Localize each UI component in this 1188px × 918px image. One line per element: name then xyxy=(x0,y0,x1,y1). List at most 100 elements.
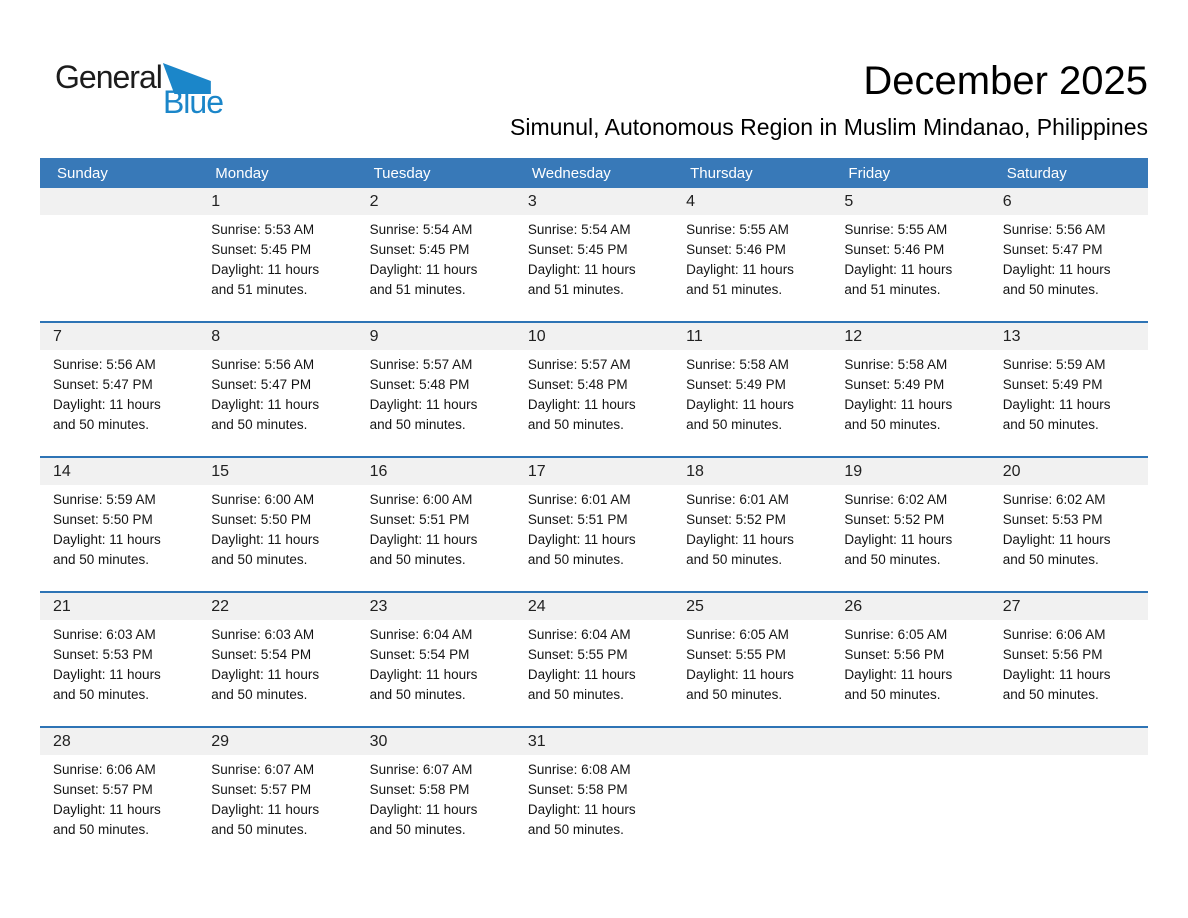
day-cell-18: Sunrise: 6:01 AM Sunset: 5:52 PM Daylight:… xyxy=(673,485,831,570)
day-cell-16: Sunrise: 6:00 AM Sunset: 5:51 PM Daylight:… xyxy=(357,485,515,570)
week-content: Sunrise: 5:53 AM Sunset: 5:45 PM Daylight:… xyxy=(40,215,1148,300)
daylight-text: Daylight: 11 hours and 50 minutes. xyxy=(1002,532,1111,567)
sunset-text: Sunset: 5:53 PM xyxy=(1002,512,1103,527)
sunrise-text: Sunrise: 5:59 AM xyxy=(53,492,156,507)
week-row-5: 28 29 30 31 Sunrise: 6:06 AM Sunset: 5:57 PM D… xyxy=(40,726,1148,861)
day-cell-19: Sunrise: 6:02 AM Sunset: 5:52 PM Daylight:… xyxy=(831,485,989,570)
sunset-text: Sunset: 5:51 PM xyxy=(527,512,628,527)
sunset-text: Sunset: 5:52 PM xyxy=(686,512,786,527)
sunrise-text: Sunrise: 6:01 AM xyxy=(686,492,789,507)
calendar-weeks: 1 2 3 4 5 6 Sunrise: 5:53 AM Sunset: 5:45 PM Day… xyxy=(40,188,1148,861)
sunset-text: Sunset: 5:55 PM xyxy=(527,647,628,662)
day-cell-empty xyxy=(673,755,831,840)
daylight-text: Daylight: 11 hours and 51 minutes. xyxy=(527,262,636,297)
day-number-7: 7 xyxy=(53,327,62,345)
week-row-3: 14 15 16 17 18 19 20 Sunrise: 5:59 AM Sunset: 5:… xyxy=(40,456,1148,591)
day-number-29: 29 xyxy=(211,732,230,750)
daylight-text: Daylight: 11 hours and 50 minutes. xyxy=(211,397,320,432)
sunset-text: Sunset: 5:56 PM xyxy=(844,647,945,662)
sunrise-text: Sunrise: 6:02 AM xyxy=(1002,492,1106,507)
general-blue-logo: General Blue xyxy=(55,60,225,119)
week-row-4: 21 22 23 24 25 26 27 Sunrise: 6:03 AM Sunset: 5:… xyxy=(40,591,1148,726)
sunset-text: Sunset: 5:46 PM xyxy=(686,242,786,257)
day-number-28: 28 xyxy=(53,732,71,750)
sunset-text: Sunset: 5:45 PM xyxy=(527,242,628,257)
day-number-27: 27 xyxy=(1002,597,1021,615)
sunrise-text: Sunrise: 6:08 AM xyxy=(527,762,631,777)
day-number-17: 17 xyxy=(527,462,546,480)
daylight-text: Daylight: 11 hours and 50 minutes. xyxy=(211,802,320,837)
daylight-text: Daylight: 11 hours and 51 minutes. xyxy=(844,262,953,297)
day-number-30: 30 xyxy=(369,732,388,750)
weekday-header-monday: Monday xyxy=(215,164,269,182)
day-cell-2: Sunrise: 5:54 AM Sunset: 5:45 PM Daylight:… xyxy=(357,215,515,300)
sunrise-text: Sunrise: 5:58 AM xyxy=(686,357,789,372)
page-title: December 2025 xyxy=(863,59,1148,103)
sunrise-text: Sunrise: 6:05 AM xyxy=(686,627,789,642)
day-cell-29: Sunrise: 6:07 AM Sunset: 5:57 PM Daylight:… xyxy=(198,755,356,840)
day-number-18: 18 xyxy=(686,462,704,480)
calendar-grid: Sunday Monday Tuesday Wednesday Thursday Frid… xyxy=(40,158,1148,861)
day-cell-22: Sunrise: 6:03 AM Sunset: 5:54 PM Daylight:… xyxy=(198,620,356,705)
sunrise-text: Sunrise: 5:59 AM xyxy=(1002,357,1106,372)
day-number-band: 1 2 3 4 5 6 xyxy=(40,188,1148,215)
sunrise-text: Sunrise: 6:07 AM xyxy=(369,762,473,777)
daylight-text: Daylight: 11 hours and 50 minutes. xyxy=(527,667,636,702)
day-number-11: 11 xyxy=(686,327,703,345)
day-number-15: 15 xyxy=(211,462,230,480)
day-number-16: 16 xyxy=(369,462,388,480)
day-number-6: 6 xyxy=(1002,192,1012,210)
week-row-2: 7 8 9 10 11 12 13 Sunrise: 5:56 AM Sunset: 5:47 … xyxy=(40,321,1148,456)
day-cell-empty xyxy=(831,755,989,840)
day-number-band: 7 8 9 10 11 12 13 xyxy=(40,323,1148,350)
day-cell-15: Sunrise: 6:00 AM Sunset: 5:50 PM Daylight:… xyxy=(198,485,356,570)
day-cell-8: Sunrise: 5:56 AM Sunset: 5:47 PM Daylight:… xyxy=(198,350,356,435)
daylight-text: Daylight: 11 hours and 50 minutes. xyxy=(53,397,161,432)
day-cell-20: Sunrise: 6:02 AM Sunset: 5:53 PM Daylight:… xyxy=(990,485,1148,570)
day-number-22: 22 xyxy=(211,597,230,615)
day-cell-12: Sunrise: 5:58 AM Sunset: 5:49 PM Daylight:… xyxy=(831,350,989,435)
day-number-31: 31 xyxy=(527,732,546,750)
sunset-text: Sunset: 5:49 PM xyxy=(1002,377,1103,392)
day-cell-7: Sunrise: 5:56 AM Sunset: 5:47 PM Daylight:… xyxy=(40,350,198,435)
day-number-12: 12 xyxy=(844,327,863,345)
sunset-text: Sunset: 5:50 PM xyxy=(211,512,312,527)
day-number-25: 25 xyxy=(686,597,704,615)
daylight-text: Daylight: 11 hours and 50 minutes. xyxy=(53,532,161,567)
sunrise-text: Sunrise: 5:55 AM xyxy=(686,222,789,237)
sunset-text: Sunset: 5:48 PM xyxy=(527,377,628,392)
day-number-20: 20 xyxy=(1002,462,1021,480)
weekday-header-row: Sunday Monday Tuesday Wednesday Thursday Frid… xyxy=(40,158,1148,188)
weekday-header-friday: Friday xyxy=(848,164,891,182)
sunset-text: Sunset: 5:57 PM xyxy=(53,782,153,797)
weekday-header-tuesday: Tuesday xyxy=(373,164,431,182)
weekday-header-sunday: Sunday xyxy=(57,164,108,182)
day-number-13: 13 xyxy=(1002,327,1021,345)
sunset-text: Sunset: 5:52 PM xyxy=(844,512,945,527)
sunrise-text: Sunrise: 5:56 AM xyxy=(211,357,315,372)
sunrise-text: Sunrise: 5:55 AM xyxy=(844,222,948,237)
sunset-text: Sunset: 5:53 PM xyxy=(53,647,153,662)
sunset-text: Sunset: 5:50 PM xyxy=(53,512,153,527)
weekday-header-thursday: Thursday xyxy=(690,164,753,182)
daylight-text: Daylight: 11 hours and 50 minutes. xyxy=(1002,262,1111,297)
day-cell-empty xyxy=(990,755,1148,840)
weekday-header-wednesday: Wednesday xyxy=(531,164,611,182)
day-cell-30: Sunrise: 6:07 AM Sunset: 5:58 PM Daylight:… xyxy=(357,755,515,840)
daylight-text: Daylight: 11 hours and 50 minutes. xyxy=(686,397,794,432)
sunrise-text: Sunrise: 5:57 AM xyxy=(369,357,473,372)
daylight-text: Daylight: 11 hours and 50 minutes. xyxy=(686,667,794,702)
day-number-1: 1 xyxy=(211,192,221,210)
sunset-text: Sunset: 5:47 PM xyxy=(1002,242,1103,257)
daylight-text: Daylight: 11 hours and 50 minutes. xyxy=(844,532,953,567)
day-number-band: 21 22 23 24 25 26 27 xyxy=(40,593,1148,620)
sunrise-text: Sunrise: 5:57 AM xyxy=(527,357,631,372)
day-cell-26: Sunrise: 6:05 AM Sunset: 5:56 PM Daylight:… xyxy=(831,620,989,705)
daylight-text: Daylight: 11 hours and 50 minutes. xyxy=(844,397,953,432)
sunrise-text: Sunrise: 6:05 AM xyxy=(844,627,948,642)
weekday-header-saturday: Saturday xyxy=(1006,164,1067,182)
sunrise-text: Sunrise: 6:01 AM xyxy=(527,492,631,507)
week-content: Sunrise: 5:56 AM Sunset: 5:47 PM Daylight:… xyxy=(40,350,1148,435)
daylight-text: Daylight: 11 hours and 50 minutes. xyxy=(527,802,636,837)
